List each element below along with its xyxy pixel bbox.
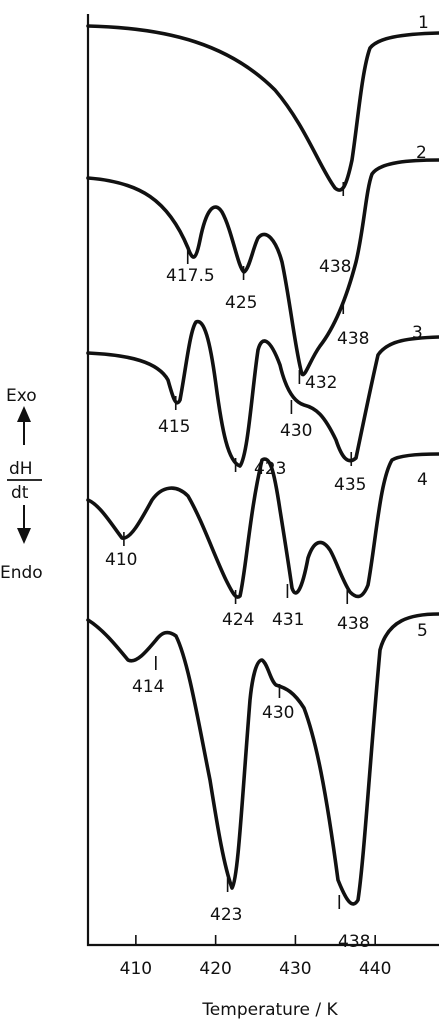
peak-markers <box>123 182 353 909</box>
peak-label: 415 <box>158 417 190 437</box>
peak-label: 410 <box>105 550 137 570</box>
series-label-4: 4 <box>417 470 428 490</box>
x-axis-label: Temperature / K <box>201 1000 338 1020</box>
peak-label: 431 <box>272 610 304 630</box>
peak-label: 438 <box>338 932 370 952</box>
y-label-endo: Endo <box>0 563 43 583</box>
curve-5 <box>86 612 439 906</box>
x-tick-label: 420 <box>199 959 231 979</box>
peak-label: 432 <box>305 373 337 393</box>
curve-2 <box>86 158 439 377</box>
peak-label: 423 <box>254 459 286 479</box>
exo-arrow-icon <box>17 406 31 422</box>
series-label-2: 2 <box>416 143 427 163</box>
curve-3 <box>86 319 439 468</box>
peak-label: 430 <box>262 703 294 723</box>
series-label-1: 1 <box>418 13 429 33</box>
x-axis-ticks: 410 420 430 440 <box>120 935 391 979</box>
series-label-3: 3 <box>412 323 423 343</box>
peak-label: 438 <box>319 257 351 277</box>
curve-4 <box>86 452 439 599</box>
peak-label: 417.5 <box>166 266 215 286</box>
curve-1 <box>86 24 439 192</box>
y-label-exo: Exo <box>6 386 37 406</box>
peak-label: 435 <box>334 475 366 495</box>
peak-label: 424 <box>222 610 254 630</box>
peak-label: 430 <box>280 421 312 441</box>
y-label-dt: dt <box>11 483 29 503</box>
y-label-dh: dH <box>9 459 33 479</box>
peak-label: 423 <box>210 905 242 925</box>
peak-label: 425 <box>225 293 257 313</box>
peak-label: 414 <box>132 677 164 697</box>
peak-label: 438 <box>337 614 369 634</box>
x-tick-label: 440 <box>359 959 391 979</box>
x-tick-label: 430 <box>279 959 311 979</box>
endo-arrow-icon <box>17 528 31 544</box>
x-tick-label: 410 <box>120 959 152 979</box>
plot-frame <box>86 14 439 947</box>
series-label-5: 5 <box>417 621 428 641</box>
peak-label: 438 <box>337 329 369 349</box>
